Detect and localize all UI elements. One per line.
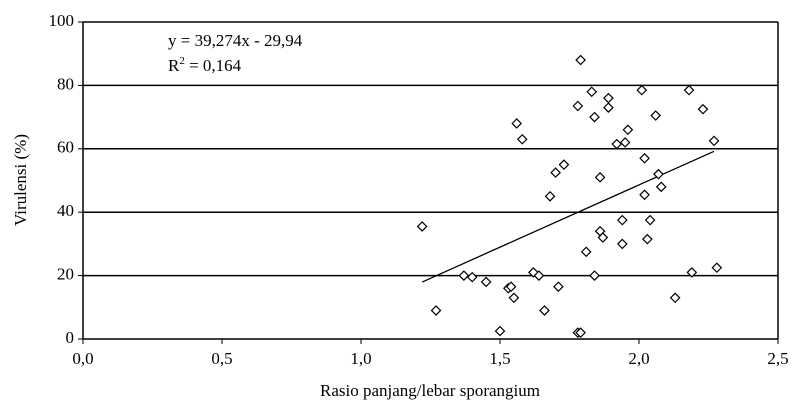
data-point <box>553 281 564 293</box>
data-point <box>544 191 556 202</box>
data-point <box>516 133 528 145</box>
data-point <box>597 232 609 243</box>
data-point <box>636 84 648 96</box>
data-point <box>430 305 442 316</box>
data-point <box>619 137 631 148</box>
y-tick-label: 80 <box>57 74 74 93</box>
x-tick-label: 0,5 <box>211 349 232 368</box>
trendline <box>421 150 715 283</box>
data-point <box>533 270 545 281</box>
data-point <box>639 152 650 164</box>
data-point <box>550 167 561 178</box>
data-point <box>575 54 586 66</box>
y-tick-label: 40 <box>57 201 74 220</box>
data-point <box>650 110 662 121</box>
r2-value: = 0,164 <box>185 56 242 75</box>
x-axis-label: Rasio panjang/lebar sporangium <box>320 381 540 400</box>
data-point <box>653 168 664 180</box>
data-point <box>611 138 623 150</box>
data-point <box>616 214 628 226</box>
trend-equation: y = 39,274x - 29,94 <box>168 31 303 50</box>
data-point <box>511 118 523 129</box>
x-tick-label: 2,0 <box>628 349 649 368</box>
data-point <box>711 262 723 274</box>
y-tick-label: 0 <box>66 328 75 347</box>
data-point <box>494 325 506 337</box>
data-point <box>655 181 667 193</box>
data-point <box>572 100 584 112</box>
data-point <box>558 159 570 170</box>
x-tick-label: 2,5 <box>767 349 788 368</box>
data-point <box>589 111 600 123</box>
x-tick-label: 1,5 <box>489 349 510 368</box>
data-point <box>669 292 681 304</box>
data-point <box>466 271 478 283</box>
data-point <box>586 86 598 98</box>
data-point <box>539 305 550 316</box>
data-point <box>622 124 634 136</box>
data-point <box>641 233 653 245</box>
data-point <box>644 214 656 226</box>
r-squared: R2 = 0,164 <box>168 55 242 75</box>
y-axis-label: Virulensi (%) <box>11 134 30 226</box>
data-point <box>458 270 470 281</box>
data-point <box>480 276 492 288</box>
y-tick-label: 100 <box>49 11 75 30</box>
x-tick-label: 0,0 <box>72 349 93 368</box>
data-point <box>505 281 517 293</box>
data-point <box>594 171 606 183</box>
data-point <box>686 267 698 278</box>
data-point <box>697 103 709 115</box>
y-tick-label: 60 <box>57 138 74 157</box>
data-point <box>580 246 592 258</box>
data-point <box>616 238 628 250</box>
data-point <box>603 102 614 113</box>
data-point <box>603 92 614 104</box>
data-point <box>589 270 600 281</box>
r2-sup: 2 <box>179 55 185 67</box>
y-tick-label: 20 <box>57 265 74 284</box>
data-point <box>708 135 720 147</box>
r2-label: R <box>168 56 180 75</box>
x-tick-label: 1,0 <box>350 349 371 368</box>
data-point <box>639 189 650 201</box>
data-point <box>508 292 520 304</box>
data-point <box>683 84 695 96</box>
data-point <box>575 327 586 339</box>
data-point <box>416 221 428 232</box>
